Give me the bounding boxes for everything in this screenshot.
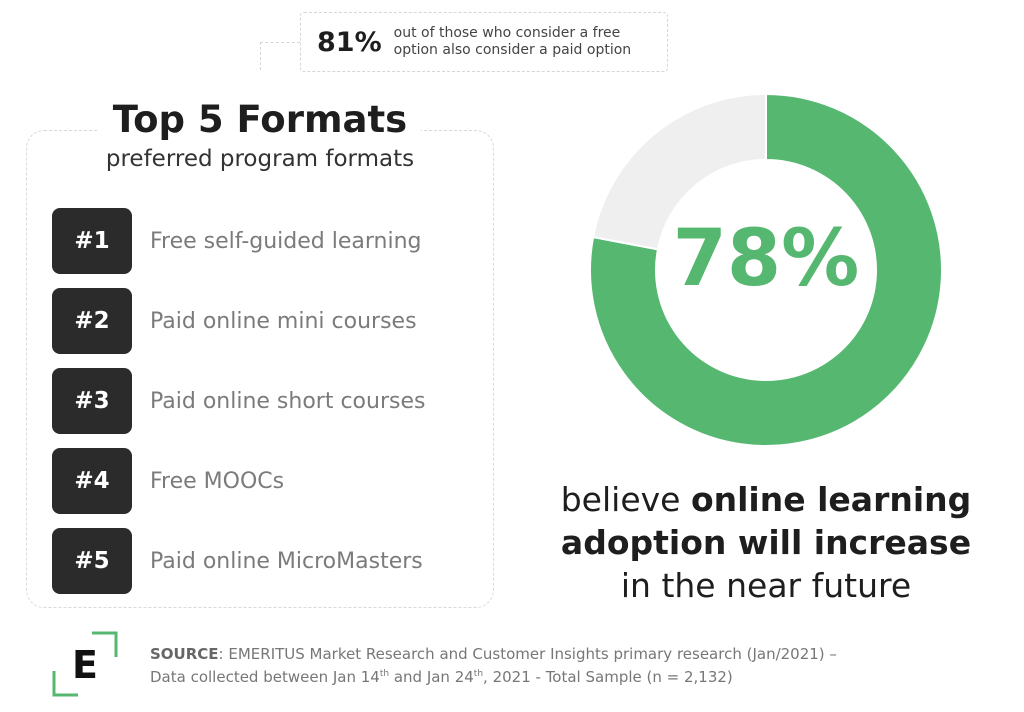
- format-label: Paid online short courses: [150, 388, 426, 414]
- source-label: SOURCE: [150, 645, 219, 663]
- donut-chart: [589, 92, 943, 447]
- list-item: #3 Paid online short courses: [52, 368, 425, 434]
- rank-badge: #3: [52, 368, 132, 434]
- caption-line1: believe online learning: [526, 478, 1006, 521]
- format-label: Paid online MicroMasters: [150, 548, 423, 574]
- callout-percent: 81%: [317, 26, 382, 58]
- rank-badge: #1: [52, 208, 132, 274]
- source-note: SOURCE: EMERITUS Market Research and Cus…: [150, 644, 1010, 687]
- source-sup2: th: [473, 669, 484, 679]
- source-sup1: th: [379, 669, 390, 679]
- list-item: #4 Free MOOCs: [52, 448, 425, 514]
- donut-center-label: 78%: [672, 214, 860, 304]
- source-text1: : EMERITUS Market Research and Customer …: [218, 645, 837, 663]
- emeritus-logo: E: [52, 631, 118, 697]
- source-text2a: Data collected between Jan 14: [150, 668, 380, 686]
- format-label: Free MOOCs: [150, 468, 285, 494]
- caption-bold1: online learning: [690, 480, 972, 519]
- rank-badge: #4: [52, 448, 132, 514]
- formats-title-text: Top 5 Formats: [98, 98, 422, 141]
- formats-subtitle: preferred program formats: [105, 146, 415, 172]
- donut-caption: believe online learning adoption will in…: [526, 478, 1006, 607]
- list-item: #5 Paid online MicroMasters: [52, 528, 425, 594]
- list-item: #1 Free self-guided learning: [52, 208, 425, 274]
- caption-bold2: adoption will increase: [560, 523, 972, 562]
- source-text2c: , 2021 - Total Sample (n = 2,132): [483, 668, 733, 686]
- caption-line2: adoption will increase: [526, 521, 1006, 564]
- format-label: Free self-guided learning: [150, 228, 422, 254]
- formats-title: Top 5 Formats: [26, 98, 494, 141]
- callout-text-line2: option also consider a paid option: [393, 42, 632, 58]
- rank-badge: #5: [52, 528, 132, 594]
- donut-slice-primary: [589, 92, 943, 447]
- source-line1: SOURCE: EMERITUS Market Research and Cus…: [150, 644, 1010, 664]
- callout-connector: [260, 42, 300, 43]
- source-text2b: and Jan 24: [389, 668, 474, 686]
- logo-letter: E: [72, 643, 98, 687]
- donut-slice-remainder: [591, 92, 767, 251]
- caption-part1: believe: [560, 480, 691, 519]
- formats-list: #1 Free self-guided learning #2 Paid onl…: [52, 208, 425, 608]
- source-line2: Data collected between Jan 14th and Jan …: [150, 664, 1010, 687]
- rank-badge: #2: [52, 288, 132, 354]
- callout-text-line1: out of those who consider a free: [393, 25, 621, 41]
- callout-text: out of those who consider a free option …: [394, 25, 632, 59]
- list-item: #2 Paid online mini courses: [52, 288, 425, 354]
- caption-line3: in the near future: [620, 566, 912, 605]
- callout-box: 81% out of those who consider a free opt…: [300, 12, 668, 72]
- callout-connector-vertical: [260, 42, 261, 70]
- format-label: Paid online mini courses: [150, 308, 417, 334]
